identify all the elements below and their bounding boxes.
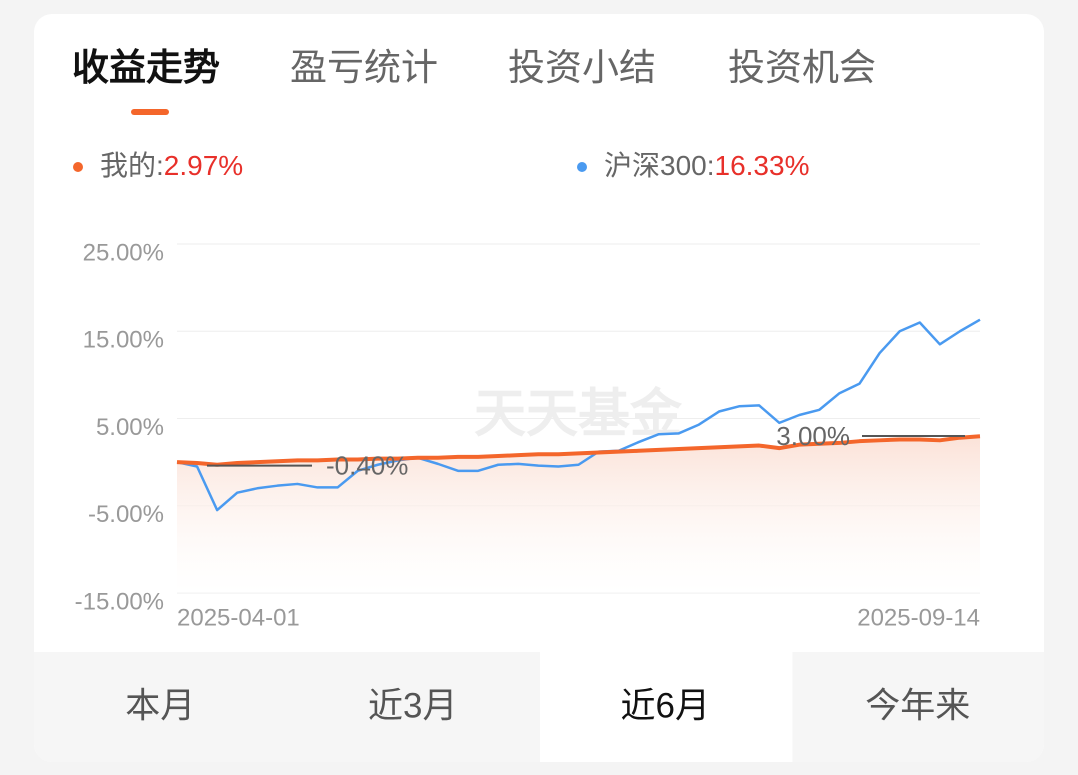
period-button[interactable]: 本月: [125, 686, 195, 725]
period-active-bg: [540, 652, 793, 762]
period-button[interactable]: 近3月: [368, 686, 457, 725]
x-tick-label: 2025-09-14: [857, 604, 980, 631]
tab[interactable]: 投资小结: [508, 47, 656, 88]
y-tick-label: -5.00%: [88, 501, 164, 528]
card-group: [34, 14, 1044, 762]
y-tick-label: -15.00%: [75, 588, 164, 615]
area: [177, 436, 980, 593]
tab-indicator: [131, 109, 169, 115]
legend-value: 2.97%: [164, 150, 243, 181]
annotation-label: 3.00%: [776, 421, 850, 451]
period-button[interactable]: 近6月: [621, 686, 710, 725]
annotation-label: -0.40%: [326, 450, 408, 480]
x-tick-label: 2025-04-01: [177, 604, 300, 631]
legend-value: 16.33%: [715, 150, 810, 181]
y-tick-label: 5.00%: [96, 414, 164, 441]
tab[interactable]: 投资机会: [728, 47, 876, 88]
tab[interactable]: 收益走势: [72, 47, 220, 88]
series-line: [176, 434, 981, 467]
tab[interactable]: 盈亏统计: [290, 47, 438, 88]
card: [34, 14, 1044, 762]
y-tick-label: 15.00%: [83, 327, 164, 354]
legend-dot: [73, 162, 83, 172]
legend-name: 沪深300:: [604, 150, 715, 181]
y-tick-label: 25.00%: [83, 239, 164, 266]
legend-entry: 沪深300:16.33%: [604, 150, 809, 181]
period-button[interactable]: 今年来: [865, 686, 970, 725]
watermark: 天天基金: [474, 386, 683, 444]
legend-name: 我的:: [100, 150, 164, 181]
series-line: [176, 318, 981, 512]
legend-entry: 我的:2.97%: [100, 150, 243, 181]
period-bar: [34, 652, 1044, 762]
legend-dot: [577, 162, 587, 172]
